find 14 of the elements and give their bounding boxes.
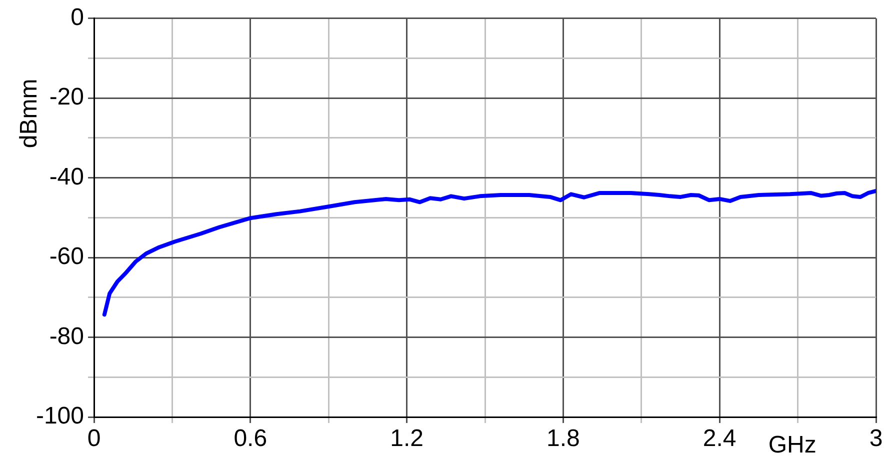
x-tick-label: 0	[87, 425, 101, 452]
y-tick-label: 0	[70, 4, 84, 32]
y-axis-title: dBmm	[16, 78, 43, 148]
x-tick-label: 1.8	[546, 425, 580, 452]
x-tick-label: 0.6	[234, 425, 268, 452]
x-tick-label: 3	[869, 425, 883, 452]
x-axis-title: GHz	[768, 432, 816, 459]
y-tick-label: -40	[49, 163, 84, 190]
y-tick-label: -100	[36, 402, 84, 430]
x-tick-label: 1.2	[390, 425, 424, 452]
y-tick-label: -80	[49, 322, 84, 350]
y-tick-label: -60	[49, 243, 84, 270]
x-tick-label: 2.4	[702, 425, 736, 452]
y-tick-label: -20	[49, 84, 84, 111]
